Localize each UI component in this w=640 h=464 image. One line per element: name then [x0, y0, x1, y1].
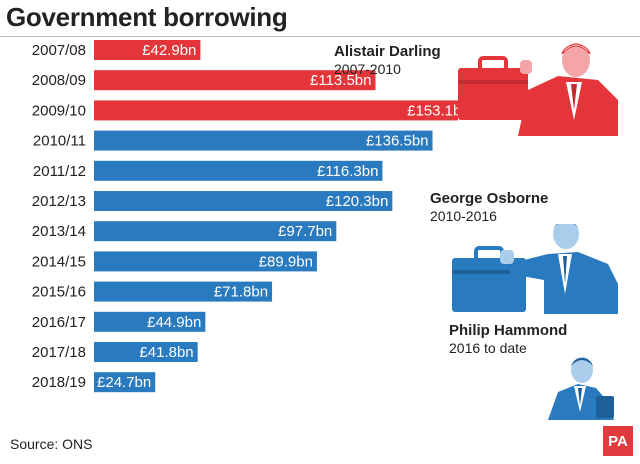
bar-value-label: £97.7bn [278, 223, 332, 240]
bar-value-label: £71.8bn [214, 284, 268, 301]
category-label: 2017/18 [32, 344, 86, 361]
category-label: 2018/19 [32, 374, 86, 391]
person-term-darling: 2007-2010 [334, 61, 401, 77]
bar-value-label: £89.9bn [259, 253, 313, 270]
bar-value-label: £153.1bn [407, 102, 470, 119]
bar [94, 70, 376, 91]
category-label: 2015/16 [32, 284, 86, 301]
bar-value-label: £41.8bn [139, 344, 193, 361]
category-label: 2010/11 [33, 133, 86, 150]
bar [94, 191, 393, 211]
photo-darling [458, 40, 618, 136]
bar-value-label: £113.5bn [310, 72, 371, 89]
category-label: 2014/15 [32, 253, 86, 270]
bar-value-label: £44.9bn [147, 314, 201, 331]
bar [94, 40, 201, 60]
person-name-hammond: Philip Hammond [449, 322, 568, 339]
bar-value-label: £24.7bn [97, 374, 151, 391]
bar-value-label: £116.3bn [317, 163, 378, 180]
person-term-osborne: 2010-2016 [430, 208, 497, 224]
title-divider [0, 36, 640, 37]
bar [94, 281, 273, 302]
bar [94, 372, 156, 393]
category-label: 2011/12 [33, 163, 86, 180]
bar-value-label: £120.3bn [326, 193, 389, 210]
category-label: 2009/10 [32, 102, 86, 119]
person-name-darling: Alistair Darling [334, 43, 441, 60]
category-label: 2007/08 [32, 42, 86, 59]
photo-hammond [544, 356, 618, 420]
photo-osborne [448, 224, 618, 314]
bar [94, 342, 198, 362]
pa-logo: PA [603, 426, 633, 456]
chart-title: Government borrowing [6, 2, 288, 32]
person-name-osborne: George Osborne [430, 190, 549, 207]
bar-value-label: £42.9bn [142, 42, 196, 59]
bar [94, 221, 337, 242]
bar [94, 311, 206, 332]
bar [94, 160, 383, 181]
bar-value-label: £136.5bn [366, 133, 429, 150]
bar [94, 130, 433, 151]
bar [94, 251, 317, 272]
source-note: Source: ONS [10, 436, 93, 452]
category-label: 2016/17 [32, 314, 86, 331]
category-label: 2013/14 [32, 223, 86, 240]
person-term-hammond: 2016 to date [449, 340, 527, 356]
category-label: 2012/13 [32, 193, 86, 210]
category-label: 2008/09 [32, 72, 86, 89]
bar [94, 100, 474, 121]
